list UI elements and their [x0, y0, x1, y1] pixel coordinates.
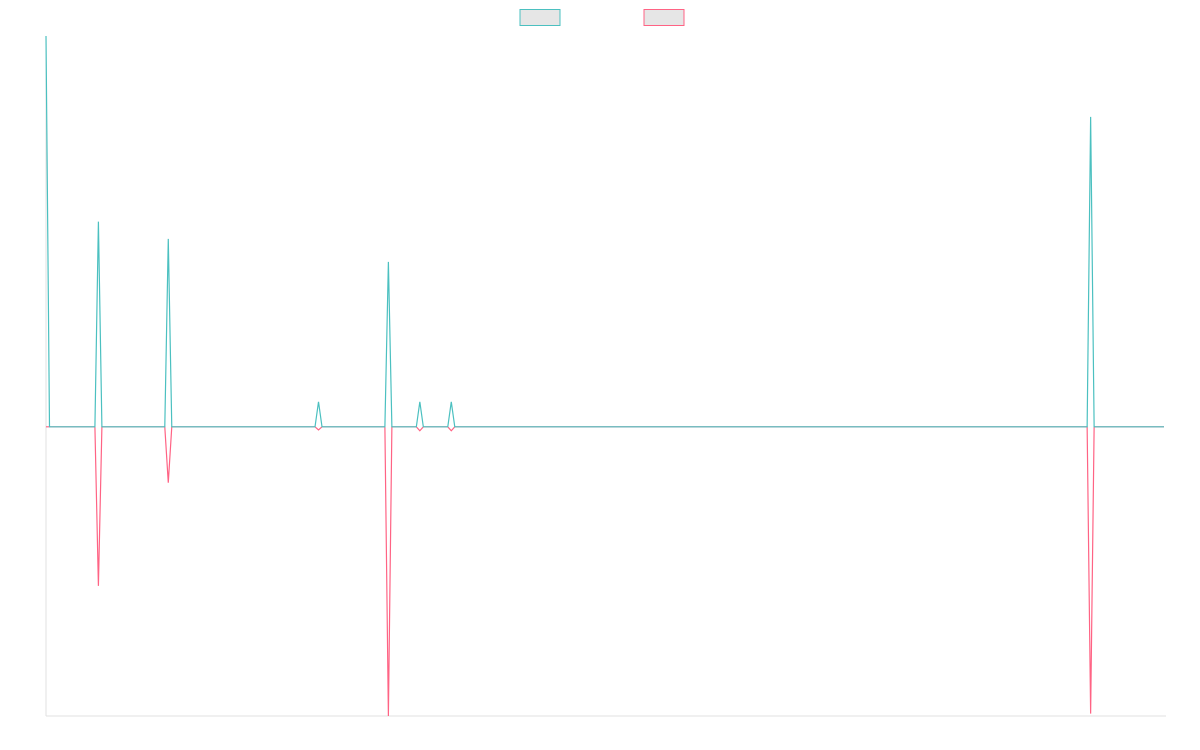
legend-swatch[interactable] [519, 9, 561, 26]
series-line [46, 426, 1164, 717]
series-line [45, 35, 1164, 428]
legend-swatch[interactable] [643, 9, 685, 26]
